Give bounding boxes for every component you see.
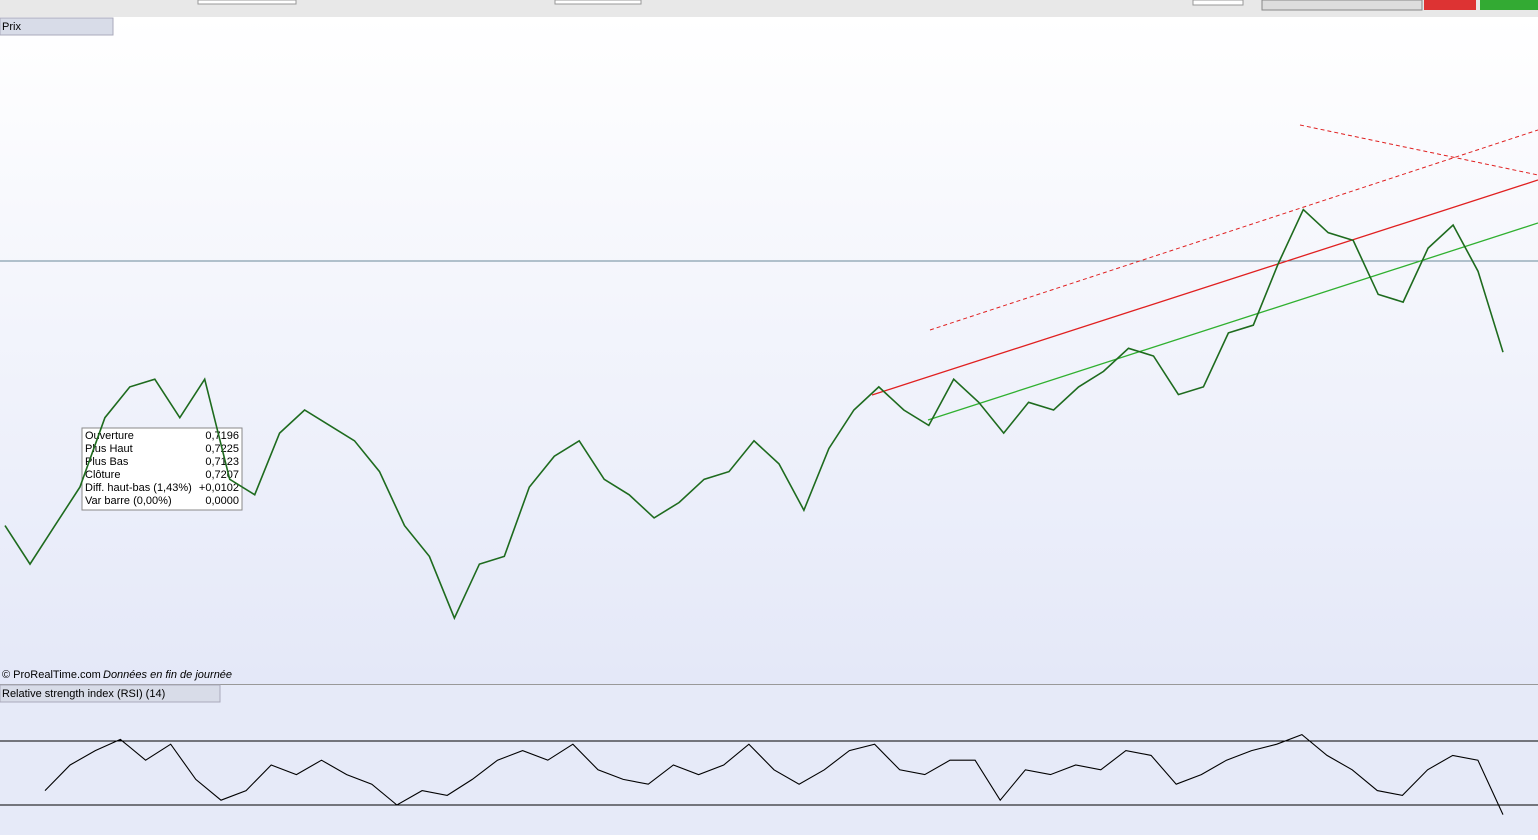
info-box-bg [81, 427, 243, 511]
info-label: Plus Bas [85, 456, 129, 468]
info-label: Plus Haut [85, 443, 133, 455]
panel-title: Relative strength index (RSI) (14) [2, 688, 165, 700]
info-label: Var barre (0,00%) [85, 495, 172, 507]
price-line [4, 208, 1504, 621]
sell-button[interactable] [1424, 0, 1476, 10]
data-note: Données en fin de journée [103, 669, 232, 681]
panel-title: Prix [2, 21, 21, 33]
info-value: 0,7207 [205, 469, 239, 481]
copyright: © ProRealTime.com [2, 669, 101, 681]
info-value: +0,0102 [199, 482, 239, 494]
price-panel [0, 17, 1538, 684]
toolbar [0, 0, 1538, 17]
trend-line [1299, 124, 1538, 176]
info-value: 0,7123 [205, 456, 239, 468]
trend-line [927, 222, 1538, 421]
info-value: 0,0000 [205, 495, 239, 507]
buy-button[interactable] [1480, 0, 1538, 10]
rsi-line [44, 733, 1504, 815]
rsi-panel [0, 685, 1538, 835]
toolbar-field[interactable] [554, 0, 642, 5]
panel-header [0, 684, 221, 703]
panel-header [0, 17, 114, 36]
toolbar-buttons[interactable] [1261, 0, 1423, 11]
toolbar-field[interactable] [197, 0, 297, 5]
trend-line [929, 129, 1538, 331]
trend-line [871, 179, 1538, 396]
info-value: 0,7196 [205, 430, 239, 442]
info-label: Clôture [85, 469, 120, 481]
info-label: Ouverture [85, 430, 134, 442]
toolbar-field[interactable] [1192, 0, 1244, 6]
info-label: Diff. haut-bas (1,43%) [85, 482, 192, 494]
